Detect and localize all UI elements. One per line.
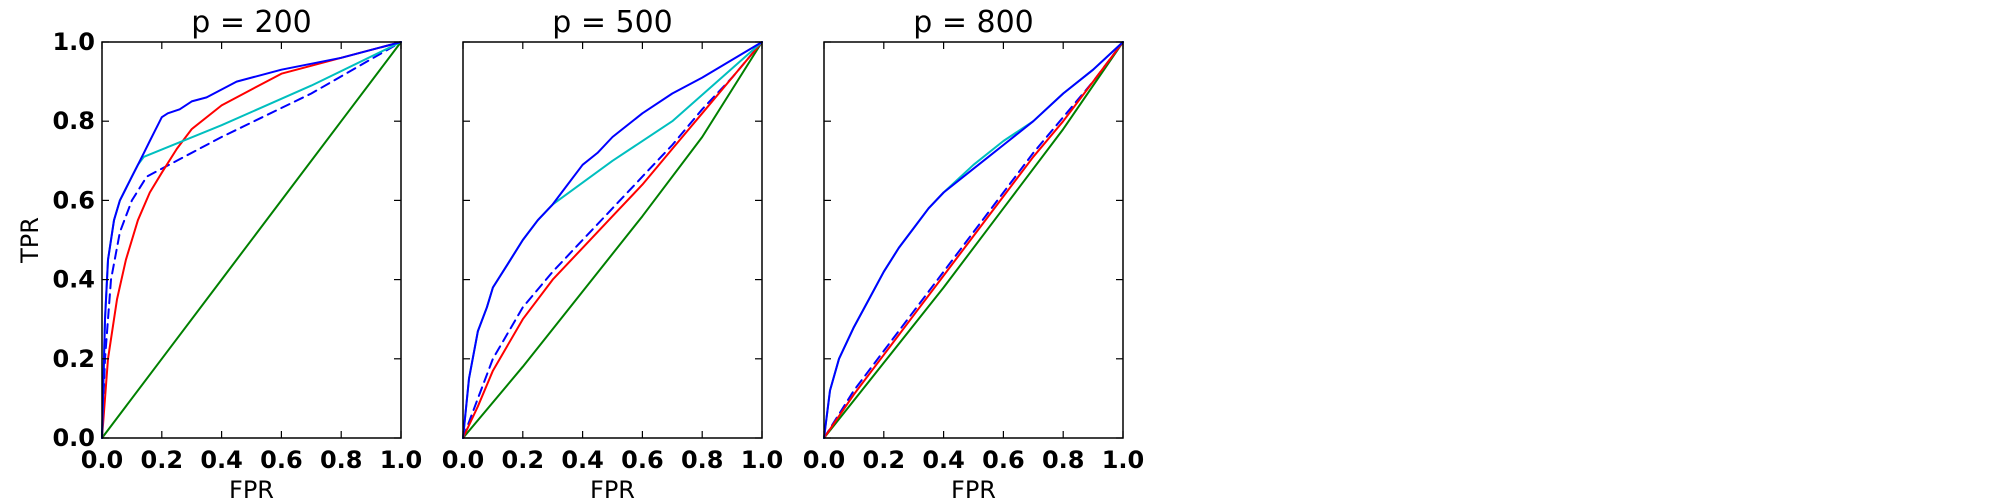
x-tick-label: 0.0 bbox=[803, 446, 846, 474]
y-tick-label: 0.6 bbox=[52, 186, 95, 214]
x-tick-label: 0.0 bbox=[81, 446, 124, 474]
series-line-3 bbox=[101, 41, 402, 439]
x-tick-label: 0.6 bbox=[260, 446, 303, 474]
x-axis-label: FPR bbox=[229, 476, 274, 500]
x-tick-label: 0.2 bbox=[141, 446, 184, 474]
y-axis-label: TPR bbox=[16, 217, 44, 264]
x-tick-label: 0.2 bbox=[863, 446, 906, 474]
y-tick-label: 0.8 bbox=[52, 107, 95, 135]
x-tick-label: 0.8 bbox=[320, 446, 363, 474]
x-tick-label: 0.8 bbox=[1042, 446, 1085, 474]
roc-panel-2: 0.0 0.2 0.4 0.6 0.8 1.0 p = 500 FPR bbox=[442, 5, 784, 500]
series-line-4 bbox=[462, 41, 763, 439]
x-tick-label: 0.2 bbox=[502, 446, 545, 474]
x-tick-label: 0.6 bbox=[621, 446, 664, 474]
series-line-5 bbox=[823, 41, 1124, 439]
series-line-1 bbox=[823, 41, 1124, 439]
x-tick-label: 0.4 bbox=[561, 446, 604, 474]
x-tick-label: 0.4 bbox=[200, 446, 243, 474]
panel-title: p = 800 bbox=[913, 5, 1034, 40]
series-line-3 bbox=[823, 41, 1124, 439]
series-line-1 bbox=[462, 41, 763, 439]
panel-title: p = 200 bbox=[191, 5, 312, 40]
plot-frame bbox=[101, 41, 402, 439]
series-line-2 bbox=[823, 41, 1124, 439]
y-tick-label: 0.0 bbox=[52, 424, 95, 452]
x-tick-label: 1.0 bbox=[380, 446, 423, 474]
x-tick-label: 0.0 bbox=[442, 446, 485, 474]
x-tick-label: 1.0 bbox=[1102, 446, 1145, 474]
x-tick-label: 0.6 bbox=[982, 446, 1025, 474]
roc-panel-3: 0.0 0.2 0.4 0.6 0.8 1.0 p = 800 FPR bbox=[803, 5, 1145, 500]
x-tick-label: 0.4 bbox=[922, 446, 965, 474]
y-tick-label: 0.4 bbox=[52, 266, 95, 294]
series-line-5 bbox=[462, 41, 763, 439]
x-axis-label: FPR bbox=[951, 476, 996, 500]
series-line-2 bbox=[101, 41, 402, 439]
roc-panel-1: 0.0 0.2 0.4 0.6 0.8 1.0 0.0 0.2 0.4 0.6 0.8 1.0 p = … bbox=[16, 5, 422, 500]
x-tick-label: 1.0 bbox=[741, 446, 784, 474]
plot-frame bbox=[823, 41, 1124, 439]
y-tick-label: 1.0 bbox=[52, 28, 95, 56]
x-tick-label: 0.8 bbox=[681, 446, 724, 474]
series-line-3 bbox=[462, 41, 763, 439]
x-axis-label: FPR bbox=[590, 476, 635, 500]
panel-title: p = 500 bbox=[552, 5, 673, 40]
series-line-1 bbox=[101, 41, 402, 439]
y-tick-label: 0.2 bbox=[52, 345, 95, 373]
series-line-5 bbox=[101, 41, 402, 439]
plot-frame bbox=[462, 41, 763, 439]
series-line-2 bbox=[462, 41, 763, 439]
